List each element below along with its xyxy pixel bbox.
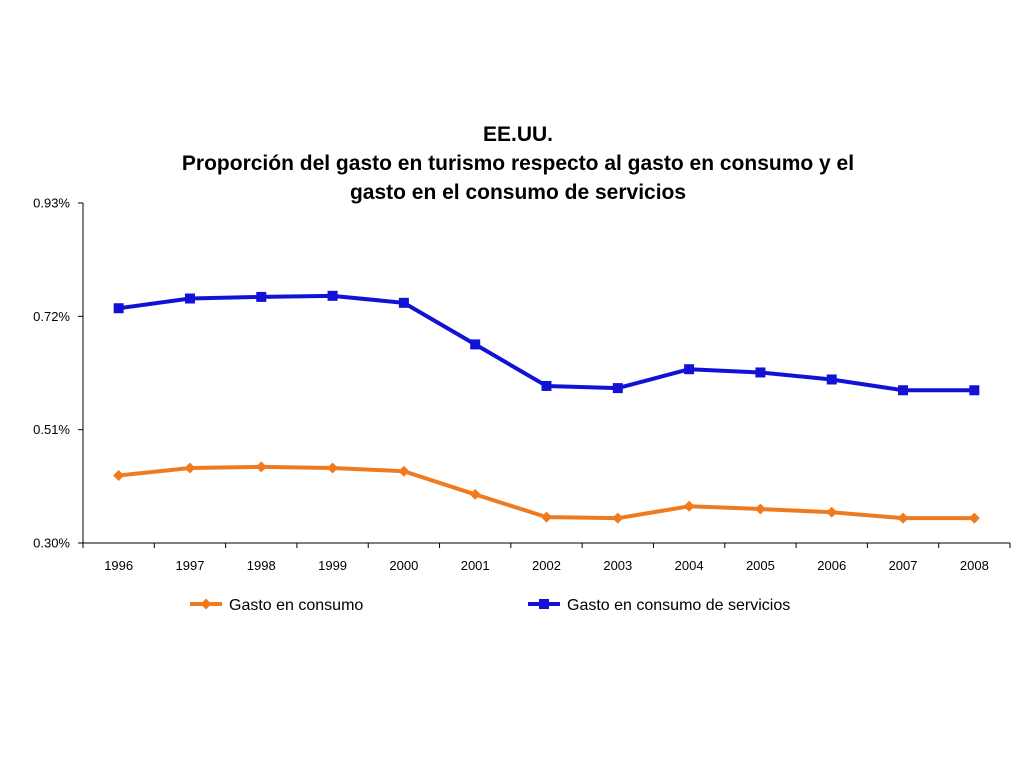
x-tick-label: 1999 <box>318 558 347 573</box>
data-point <box>612 383 623 394</box>
x-tick-label: 2000 <box>389 558 418 573</box>
x-tick-label: 2001 <box>461 558 490 573</box>
data-point <box>470 339 481 350</box>
legend-item: Gasto en consumo <box>190 597 363 614</box>
legend-marker <box>200 598 212 610</box>
series-line <box>118 293 975 393</box>
plot-series <box>113 290 980 524</box>
data-point <box>184 293 195 304</box>
data-point <box>327 290 338 301</box>
legend-marker <box>539 599 549 609</box>
data-point <box>684 364 695 375</box>
axes: 0.30% 0.51% 0.72% 0.93% 1996 1997 1998 1999 2000… <box>33 196 1011 573</box>
data-point <box>469 488 481 500</box>
y-tick-label: 0.72% <box>33 309 70 324</box>
data-point <box>754 503 766 515</box>
data-point <box>826 374 837 385</box>
data-point <box>898 385 909 396</box>
data-point <box>969 385 980 396</box>
x-tick-label: 2003 <box>603 558 632 573</box>
data-point <box>113 470 125 482</box>
data-point <box>968 512 980 524</box>
x-tick-label: 1998 <box>247 558 276 573</box>
x-tick-label: 2007 <box>889 558 918 573</box>
data-point <box>755 367 766 378</box>
data-point <box>683 500 695 512</box>
chart-title-line-2: Proporción del gasto en turismo respecto… <box>181 152 855 175</box>
data-point <box>327 462 339 474</box>
data-point <box>184 462 196 474</box>
chart-title-line-3: gasto en el consumo de servicios <box>349 181 687 204</box>
data-point <box>897 512 909 524</box>
series-1 <box>113 461 980 524</box>
chart-title: EE.UU. Proporción del gasto en turismo r… <box>60 120 976 207</box>
legend-label: Gasto en consumo de servicios <box>567 597 790 614</box>
data-point <box>113 303 124 314</box>
data-point <box>541 511 552 523</box>
data-point <box>255 461 267 473</box>
data-point <box>256 291 267 302</box>
y-tick-label: 0.51% <box>33 422 70 437</box>
x-tick-label: 1996 <box>104 558 133 573</box>
data-point <box>612 512 624 524</box>
series-2 <box>113 290 980 396</box>
legend-label: Gasto en consumo <box>229 597 363 614</box>
x-tick-label: 2005 <box>746 558 775 573</box>
x-tick-label: 2006 <box>817 558 846 573</box>
x-tick-label: 2004 <box>675 558 704 573</box>
y-tick-label: 0.93% <box>33 196 70 211</box>
data-point <box>398 297 409 308</box>
x-tick-label: 2002 <box>532 558 561 573</box>
data-point <box>541 380 552 391</box>
chart-title-line-1: EE.UU. <box>482 123 553 146</box>
data-point <box>826 506 838 518</box>
series-line <box>118 464 975 521</box>
legend: Gasto en consumo Gasto en consumo de serv… <box>190 597 790 614</box>
x-tick-label: 1997 <box>176 558 205 573</box>
x-tick-label: 2008 <box>960 558 989 573</box>
y-tick-label: 0.30% <box>33 536 70 551</box>
data-point <box>398 465 410 477</box>
legend-item: Gasto en consumo de servicios <box>528 597 790 614</box>
